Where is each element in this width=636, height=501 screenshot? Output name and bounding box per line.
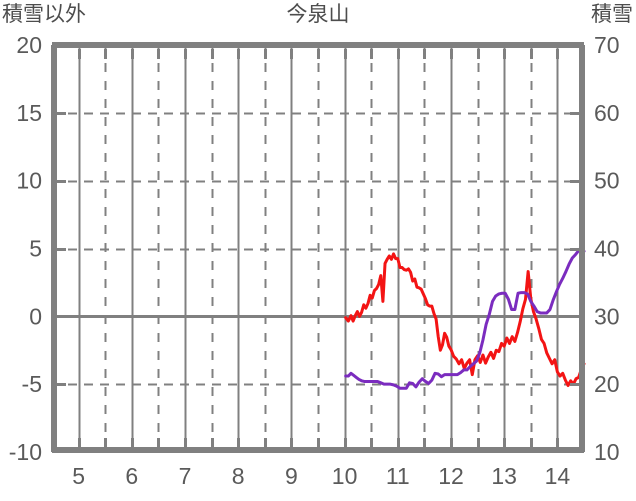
- x-tick-label: 6: [125, 463, 138, 489]
- y2-tick-label: 40: [594, 236, 620, 262]
- y2-tick-label: 10: [594, 439, 620, 465]
- x-tick-label: 12: [438, 463, 464, 489]
- x-tick-label: 7: [179, 463, 192, 489]
- left-axis-title: 積雪以外: [2, 3, 86, 26]
- y-tick-label: 15: [16, 100, 42, 126]
- y-tick-label: 10: [16, 168, 42, 194]
- grid-layer: [52, 45, 584, 452]
- y2-tick-label: 20: [594, 371, 620, 397]
- y-tick-label: 5: [29, 236, 42, 262]
- chart-title: 今泉山: [286, 3, 350, 26]
- series-layer: [344, 245, 586, 390]
- y2-tick-label: 60: [594, 100, 620, 126]
- x-tick-label: 11: [386, 463, 410, 489]
- y2-tick-label: 70: [594, 32, 620, 58]
- right-axis-title: 積雪: [591, 3, 633, 26]
- x-tick-label: 14: [545, 463, 571, 489]
- y-tick-label: -10: [9, 439, 42, 465]
- y-tick-label: -5: [22, 371, 42, 397]
- y-tick-label: 0: [29, 303, 42, 329]
- tick-label-layer: -10 -5 0 5 10 15 20 10 20 30 40 50 60 70 5 6 7 8 9 10 11 12 13…: [9, 32, 620, 489]
- x-tick-label: 9: [285, 463, 298, 489]
- x-tick-label: 13: [491, 463, 517, 489]
- y2-tick-label: 50: [594, 168, 620, 194]
- x-tick-label: 8: [232, 463, 245, 489]
- y2-tick-label: 30: [594, 303, 620, 329]
- plot-frame: [51, 42, 585, 453]
- y-tick-label: 20: [16, 32, 42, 58]
- x-tick-label: 5: [72, 463, 85, 489]
- x-tick-label: 10: [332, 463, 358, 489]
